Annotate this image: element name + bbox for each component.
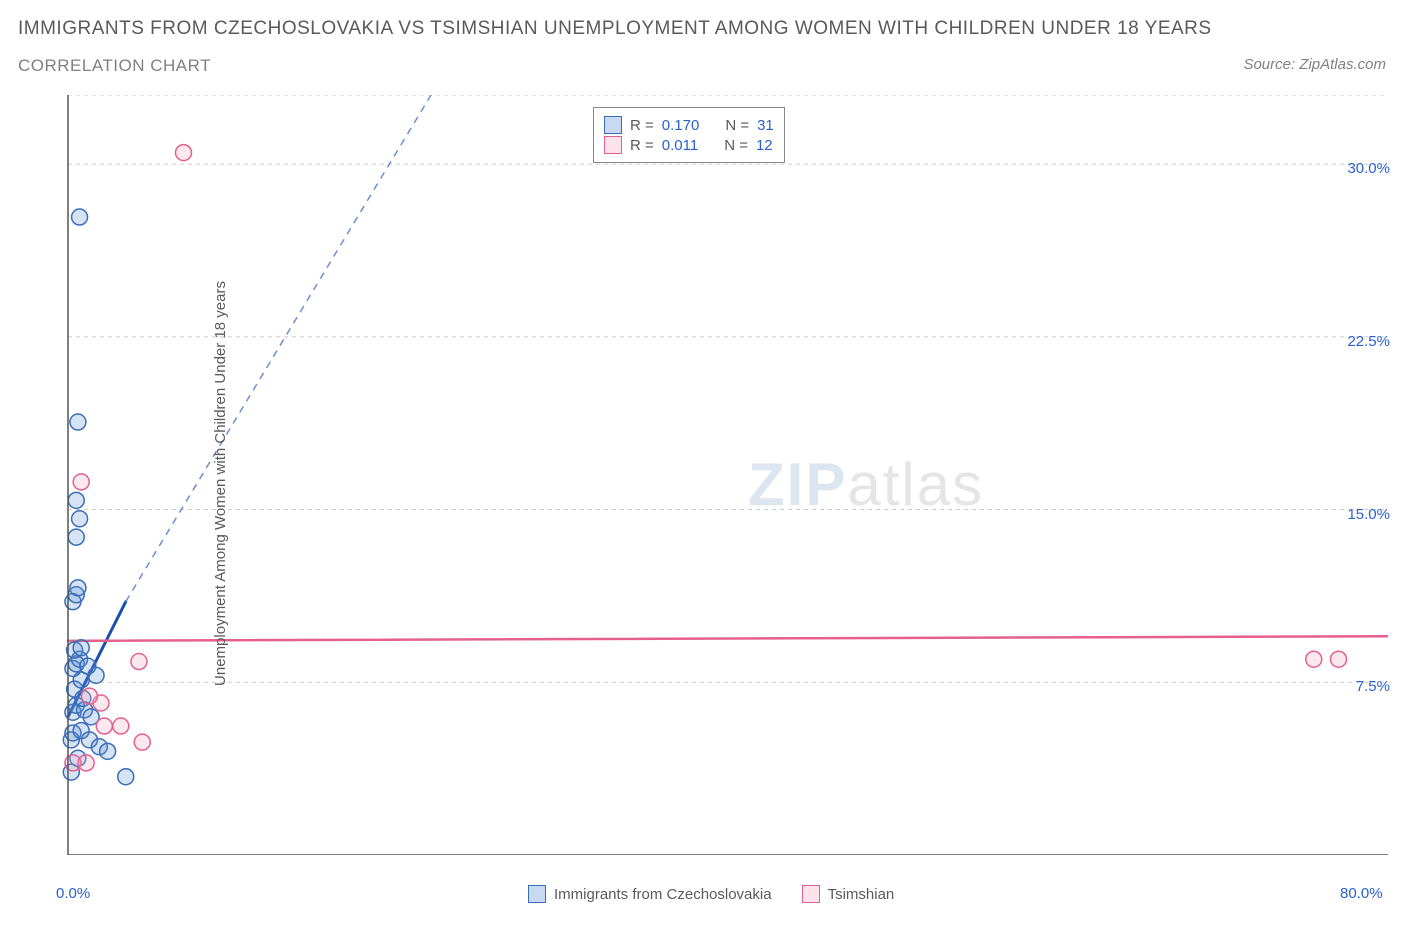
page-subtitle: CORRELATION CHART — [18, 56, 211, 76]
legend-series-label: Tsimshian — [828, 886, 895, 903]
chart-container: Unemployment Among Women with Children U… — [48, 95, 1388, 855]
legend-swatch — [528, 885, 546, 903]
legend-stat-row: R = 0.011 N = 12 — [604, 136, 774, 154]
n-label: N = — [725, 117, 749, 134]
y-tick-label: 7.5% — [1356, 678, 1390, 695]
r-value: 0.011 — [662, 137, 698, 154]
legend-statistics-box: R = 0.170 N = 31 R = 0.011 N = 12 — [593, 107, 785, 163]
y-tick-label: 22.5% — [1347, 333, 1390, 350]
legend-series-label: Immigrants from Czechoslovakia — [554, 886, 772, 903]
n-value: 12 — [756, 137, 773, 154]
n-label: N = — [724, 137, 748, 154]
legend-swatch — [604, 116, 622, 134]
source-credit: Source: ZipAtlas.com — [1243, 56, 1386, 73]
y-axis-label: Unemployment Among Women with Children U… — [212, 281, 229, 686]
x-tick-label: 0.0% — [56, 885, 90, 902]
y-tick-label: 30.0% — [1347, 160, 1390, 177]
r-label: R = — [630, 117, 654, 134]
legend-series-item: Immigrants from Czechoslovakia — [528, 885, 772, 903]
y-tick-label: 15.0% — [1347, 506, 1390, 523]
page-title: IMMIGRANTS FROM CZECHOSLOVAKIA VS TSIMSH… — [18, 18, 1212, 40]
legend-series-item: Tsimshian — [802, 885, 895, 903]
legend-stat-row: R = 0.170 N = 31 — [604, 116, 774, 134]
r-label: R = — [630, 137, 654, 154]
x-tick-label: 80.0% — [1340, 885, 1383, 902]
r-value: 0.170 — [662, 117, 700, 134]
legend-swatch — [802, 885, 820, 903]
correlation-scatter-plot — [48, 95, 1388, 855]
legend-series: Immigrants from Czechoslovakia Tsimshian — [528, 885, 894, 903]
n-value: 31 — [757, 117, 774, 134]
legend-swatch — [604, 136, 622, 154]
